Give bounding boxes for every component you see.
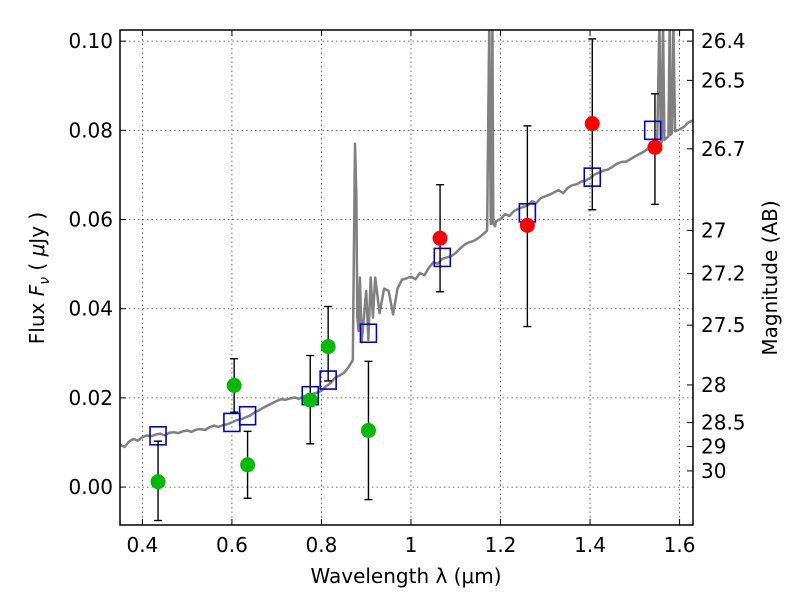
y-axis-label-symbol: F: [25, 284, 49, 296]
y-tick-label: 0.08: [68, 118, 113, 142]
model-spectrum-line: [120, 30, 693, 449]
magnitude-tick-label: 26.7: [701, 137, 746, 161]
y-tick-label: 0.06: [68, 208, 113, 232]
y-axis-label: Flux Fν ( μJy ): [25, 212, 53, 344]
x-tick-label: 1: [405, 533, 418, 557]
y-axis-label-mu: μ: [25, 244, 49, 258]
y-tick-label: 0.02: [68, 386, 113, 410]
x-tick-label: 1.2: [485, 533, 517, 557]
plot-frame: [119, 29, 694, 526]
x-tick-label: 0.8: [306, 533, 338, 557]
magnitude-tick-label: 29: [701, 434, 726, 458]
y-axis-label-prefix: Flux: [25, 296, 49, 344]
detection-point: [519, 217, 535, 233]
model-band-point: [433, 247, 452, 268]
low-sn-point: [302, 392, 318, 408]
y-axis-label-paren: (: [25, 256, 49, 277]
model-band-point: [359, 323, 378, 344]
y-tick-label: 0.10: [68, 29, 113, 53]
magnitude-tick-label: 28: [701, 373, 726, 397]
low-sn-point: [226, 377, 242, 393]
y2-axis-label: Magnitude (AB): [758, 200, 782, 355]
detection-point: [584, 116, 600, 132]
model-band-point: [643, 120, 662, 141]
magnitude-tick-label: 27: [701, 218, 726, 242]
magnitude-tick-label: 26.4: [701, 29, 746, 53]
magnitude-tick-label: 27.5: [701, 313, 746, 337]
magnitude-tick-label: 26.5: [701, 68, 746, 92]
low-sn-point: [240, 457, 256, 473]
x-tick-label: 1.6: [664, 533, 696, 557]
model-band-point: [238, 405, 257, 426]
detection-point: [432, 230, 448, 246]
magnitude-tick-label: 27.2: [701, 262, 746, 286]
y-tick-label: 0.00: [68, 475, 113, 499]
y-tick-label: 0.04: [68, 297, 113, 321]
x-tick-label: 0.6: [216, 533, 248, 557]
y-axis-label-unit: Jy ): [25, 212, 49, 246]
x-axis-label: Wavelength λ (μm): [310, 564, 501, 588]
data-layer: [120, 30, 693, 522]
x-tick-label: 1.4: [574, 533, 606, 557]
magnitude-tick-label: 28.5: [701, 411, 746, 435]
ticks: 0.4 0.6 0.8 1 1.2 1.4 1.6 0.00 0.02 0.04 0.06 0.08 0…: [68, 29, 745, 557]
x-tick-label: 0.4: [126, 533, 158, 557]
low-sn-point: [360, 422, 376, 438]
low-sn-point: [320, 339, 336, 355]
low-sn-point: [150, 474, 166, 490]
magnitude-tick-label: 30: [701, 459, 726, 483]
detection-point: [647, 139, 663, 155]
y-axis-label-subscript: ν: [37, 277, 53, 285]
